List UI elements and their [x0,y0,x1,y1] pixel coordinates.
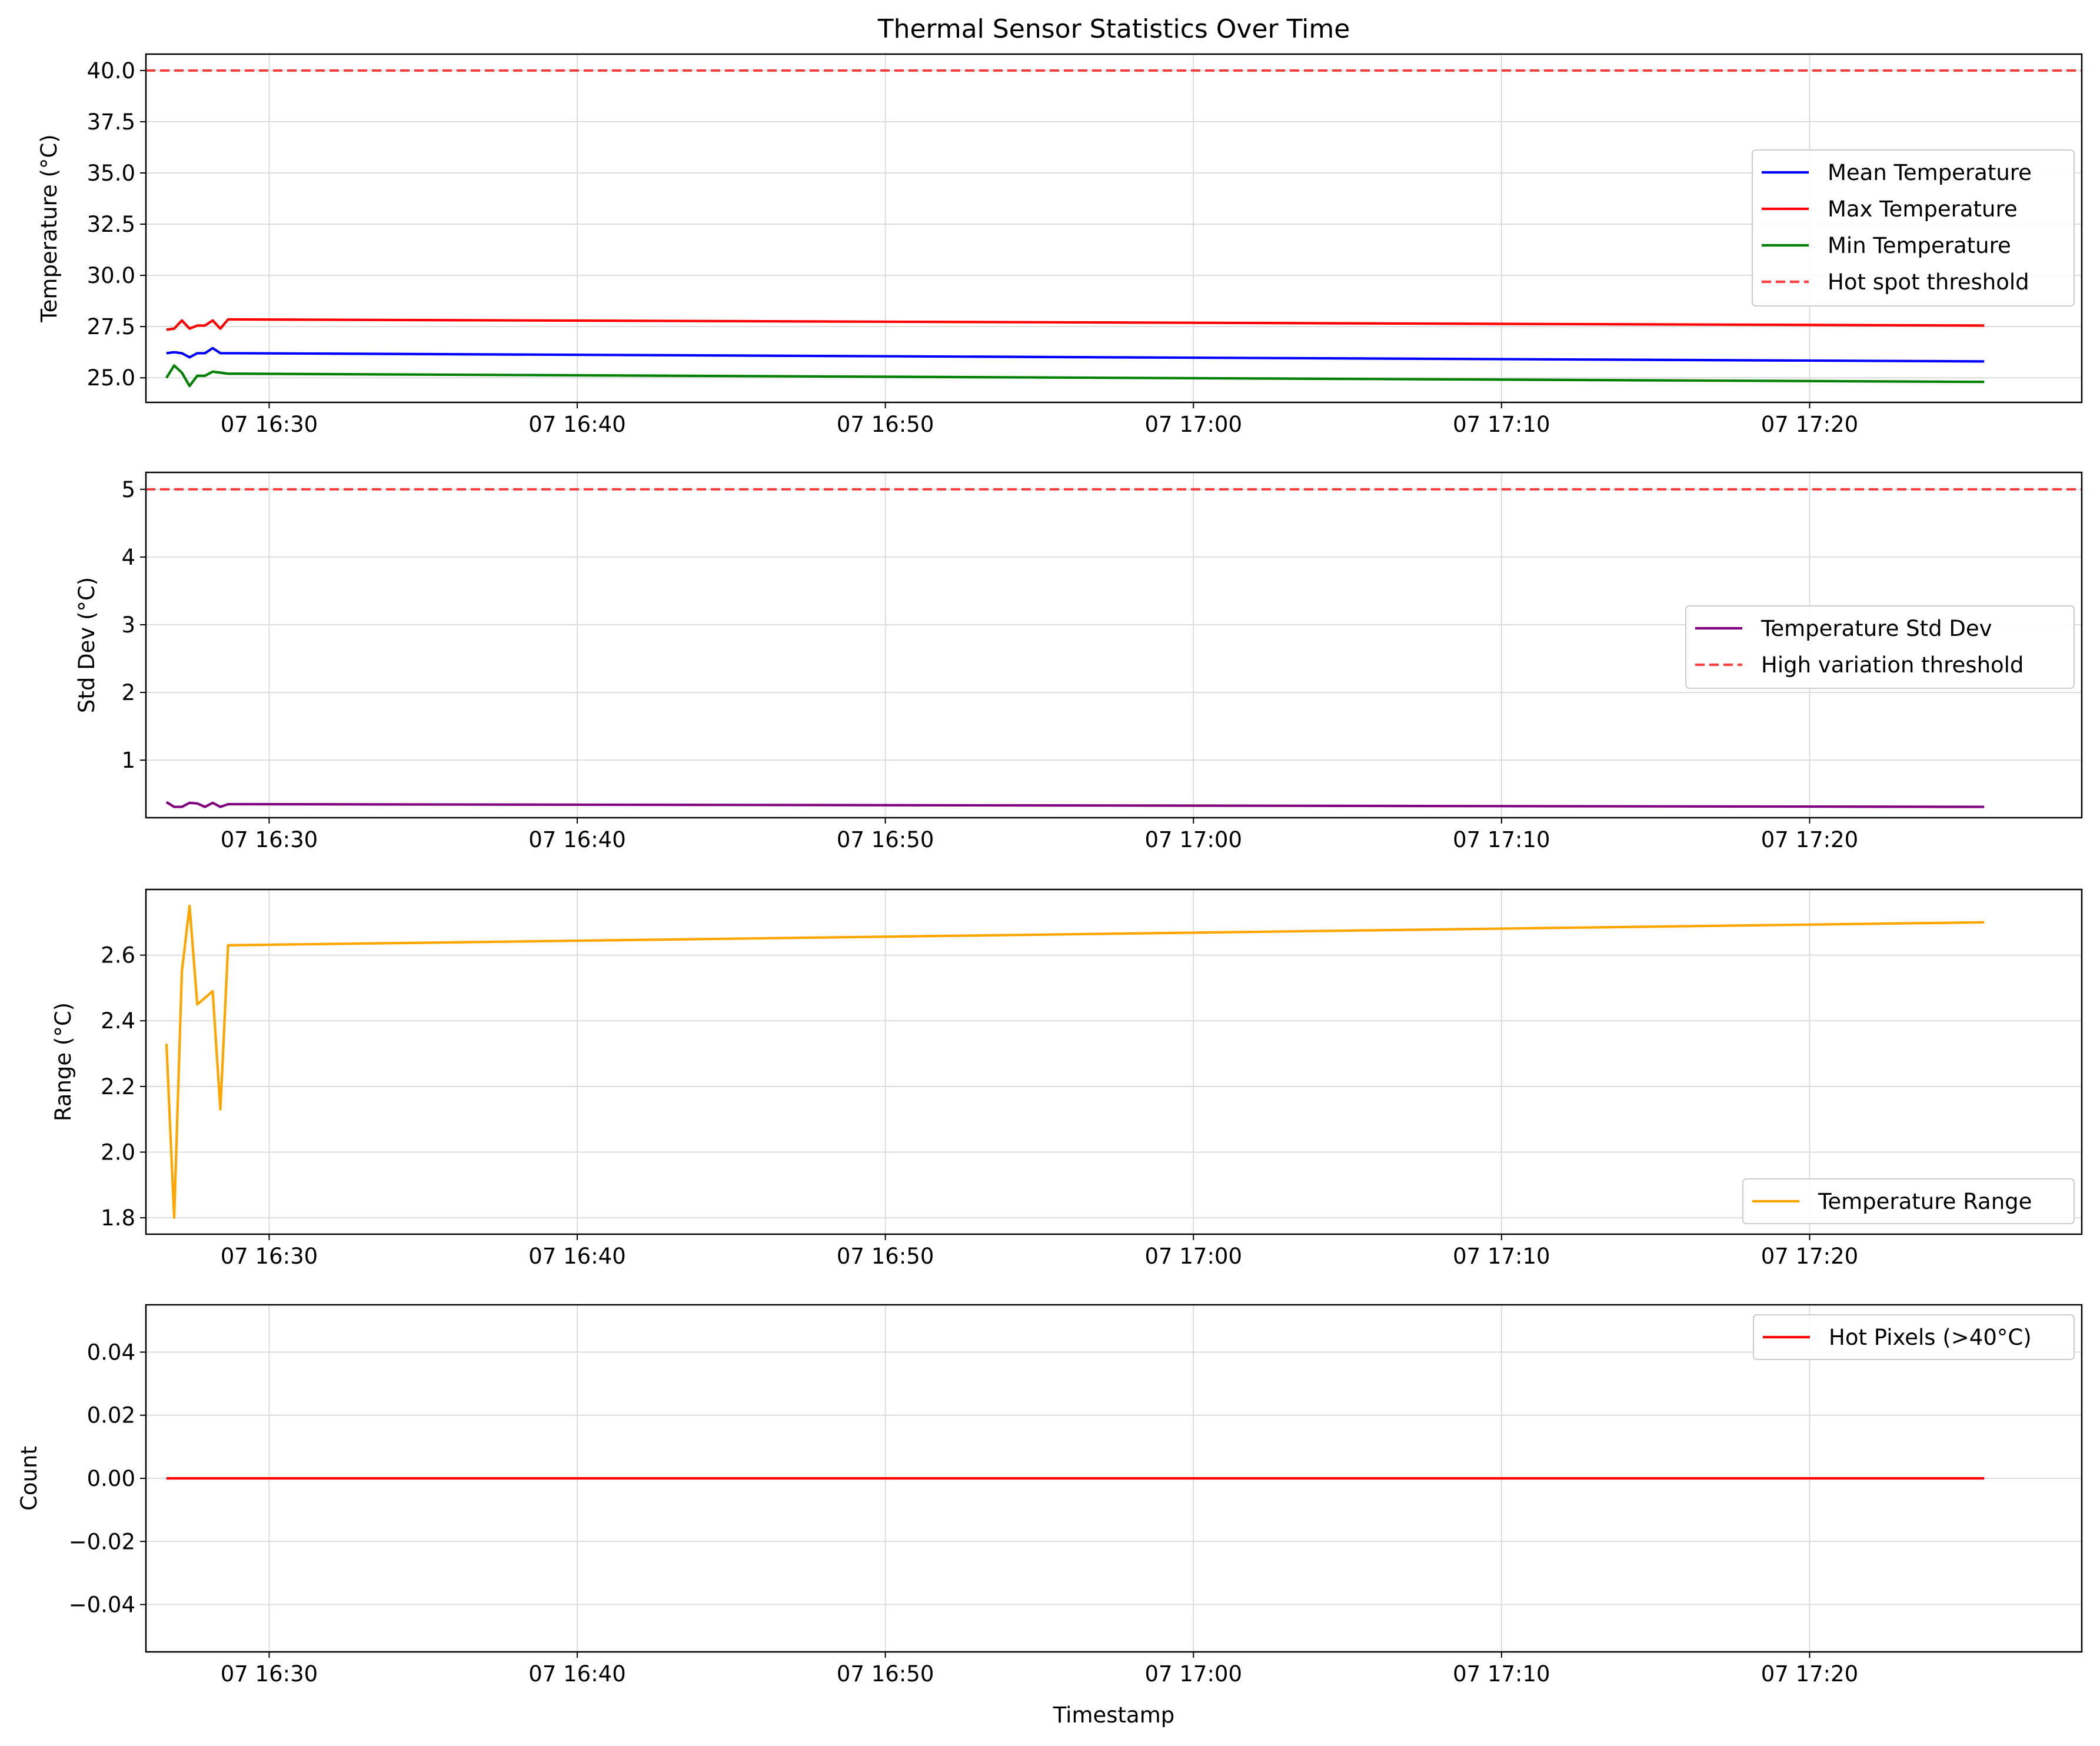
legend: Temperature Std Dev High variation thresh… [1685,605,2075,689]
legend-box [1685,605,2075,689]
series-line [166,346,1985,363]
x-tick-label: 07 16:50 [837,1661,934,1687]
y-axis-label: Temperature (°C) [36,134,62,322]
x-tick-label: 07 17:10 [1453,412,1550,437]
y-tick-label: 2.4 [101,1008,135,1034]
x-tick-label: 07 16:30 [221,1244,318,1269]
legend: Hot Pixels (>40°C) [1753,1314,2075,1360]
x-tick-label: 07 17:00 [1145,827,1242,852]
y-tick-label: 32.5 [87,212,135,237]
y-axis-label: Count [16,1446,42,1511]
series-line [165,801,1985,808]
y-tick-label: 3 [121,612,135,638]
x-tick-label: 07 16:50 [837,827,934,852]
plot-frame [145,53,2083,404]
panel-2: 07 16:30 07 16:40 07 16:50 07 17:00 07 17:10… [74,471,2083,852]
x-tick-label: 07 17:10 [1453,1244,1550,1269]
x-tick-label: 07 17:10 [1453,827,1550,852]
x-tick-label: 07 16:50 [837,412,934,437]
legend-label: High variation threshold [1761,652,2024,678]
legend-label: Min Temperature [1828,233,2011,258]
series-line [165,904,1985,1219]
y-tick-label: 37.5 [87,109,135,135]
y-tick-label: 2.0 [101,1139,135,1165]
x-tick-label: 07 17:00 [1145,412,1242,437]
x-tick-label: 07 17:20 [1761,827,1858,852]
x-tick-label: 07 16:30 [221,1661,318,1687]
plot-frame [145,471,2083,819]
y-tick-label: 1.8 [101,1205,135,1231]
x-tick-label: 07 17:20 [1761,412,1858,437]
y-tick-label: 5 [121,477,135,502]
y-tick-label: 4 [121,545,135,570]
x-tick-label: 07 16:30 [221,827,318,852]
legend-box [1752,149,2075,306]
y-tick-label: 35.0 [87,161,135,186]
series-line [166,318,1985,331]
y-tick-label: 25.0 [87,365,135,391]
x-tick-label: 07 17:00 [1145,1244,1242,1269]
legend-label: Temperature Std Dev [1760,616,1992,641]
legend-label: Mean Temperature [1828,160,2032,185]
legend-box [1742,1178,2075,1224]
panel-4: 07 16:30 07 16:40 07 16:50 07 17:00 07 17:10… [16,1304,2083,1687]
y-tick-label: 2.6 [101,943,135,968]
y-tick-label: 1 [121,748,135,773]
legend-label: Max Temperature [1828,196,2018,222]
y-tick-label: 2.2 [101,1074,135,1099]
series-line [165,364,1985,388]
legend-label: Hot spot threshold [1828,269,2029,295]
y-tick-label: −0.02 [69,1529,135,1554]
x-tick-label: 07 16:40 [528,1244,625,1269]
legend: Temperature Range [1742,1178,2075,1224]
x-tick-label: 07 16:30 [221,412,318,437]
plot-frame [145,888,2083,1235]
legend-box [1753,1314,2075,1360]
y-tick-label: −0.04 [69,1592,135,1618]
panel-3: 07 16:30 07 16:40 07 16:50 07 17:00 07 17:10… [51,888,2083,1269]
x-tick-label: 07 16:40 [528,1661,625,1687]
x-axis-label: Timestamp [1053,1702,1175,1728]
legend-label: Temperature Range [1818,1189,2032,1214]
x-tick-label: 07 16:40 [528,827,625,852]
x-tick-label: 07 17:00 [1145,1661,1242,1687]
chart-title: Thermal Sensor Statistics Over Time [877,14,1350,44]
y-tick-label: 0.00 [87,1466,135,1491]
y-tick-label: 0.02 [87,1403,135,1428]
x-tick-label: 07 17:20 [1761,1244,1858,1269]
y-tick-label: 27.5 [87,314,135,339]
x-tick-label: 07 16:40 [528,412,625,437]
y-tick-label: 40.0 [87,58,135,84]
legend-label: Hot Pixels (>40°C) [1829,1325,2032,1350]
x-tick-label: 07 16:50 [837,1244,934,1269]
x-tick-label: 07 17:10 [1453,1661,1550,1687]
y-axis-label: Std Dev (°C) [74,577,99,713]
y-tick-label: 2 [121,680,135,705]
x-tick-label: 07 17:20 [1761,1661,1858,1687]
panel-1: 07 16:30 07 16:40 07 16:50 07 17:00 07 17:10… [36,53,2083,437]
y-tick-label: 0.04 [87,1340,135,1365]
legend: Mean Temperature Max Temperature Min Tempe… [1752,149,2075,306]
y-tick-label: 30.0 [87,263,135,288]
y-axis-label: Range (°C) [51,1002,76,1121]
